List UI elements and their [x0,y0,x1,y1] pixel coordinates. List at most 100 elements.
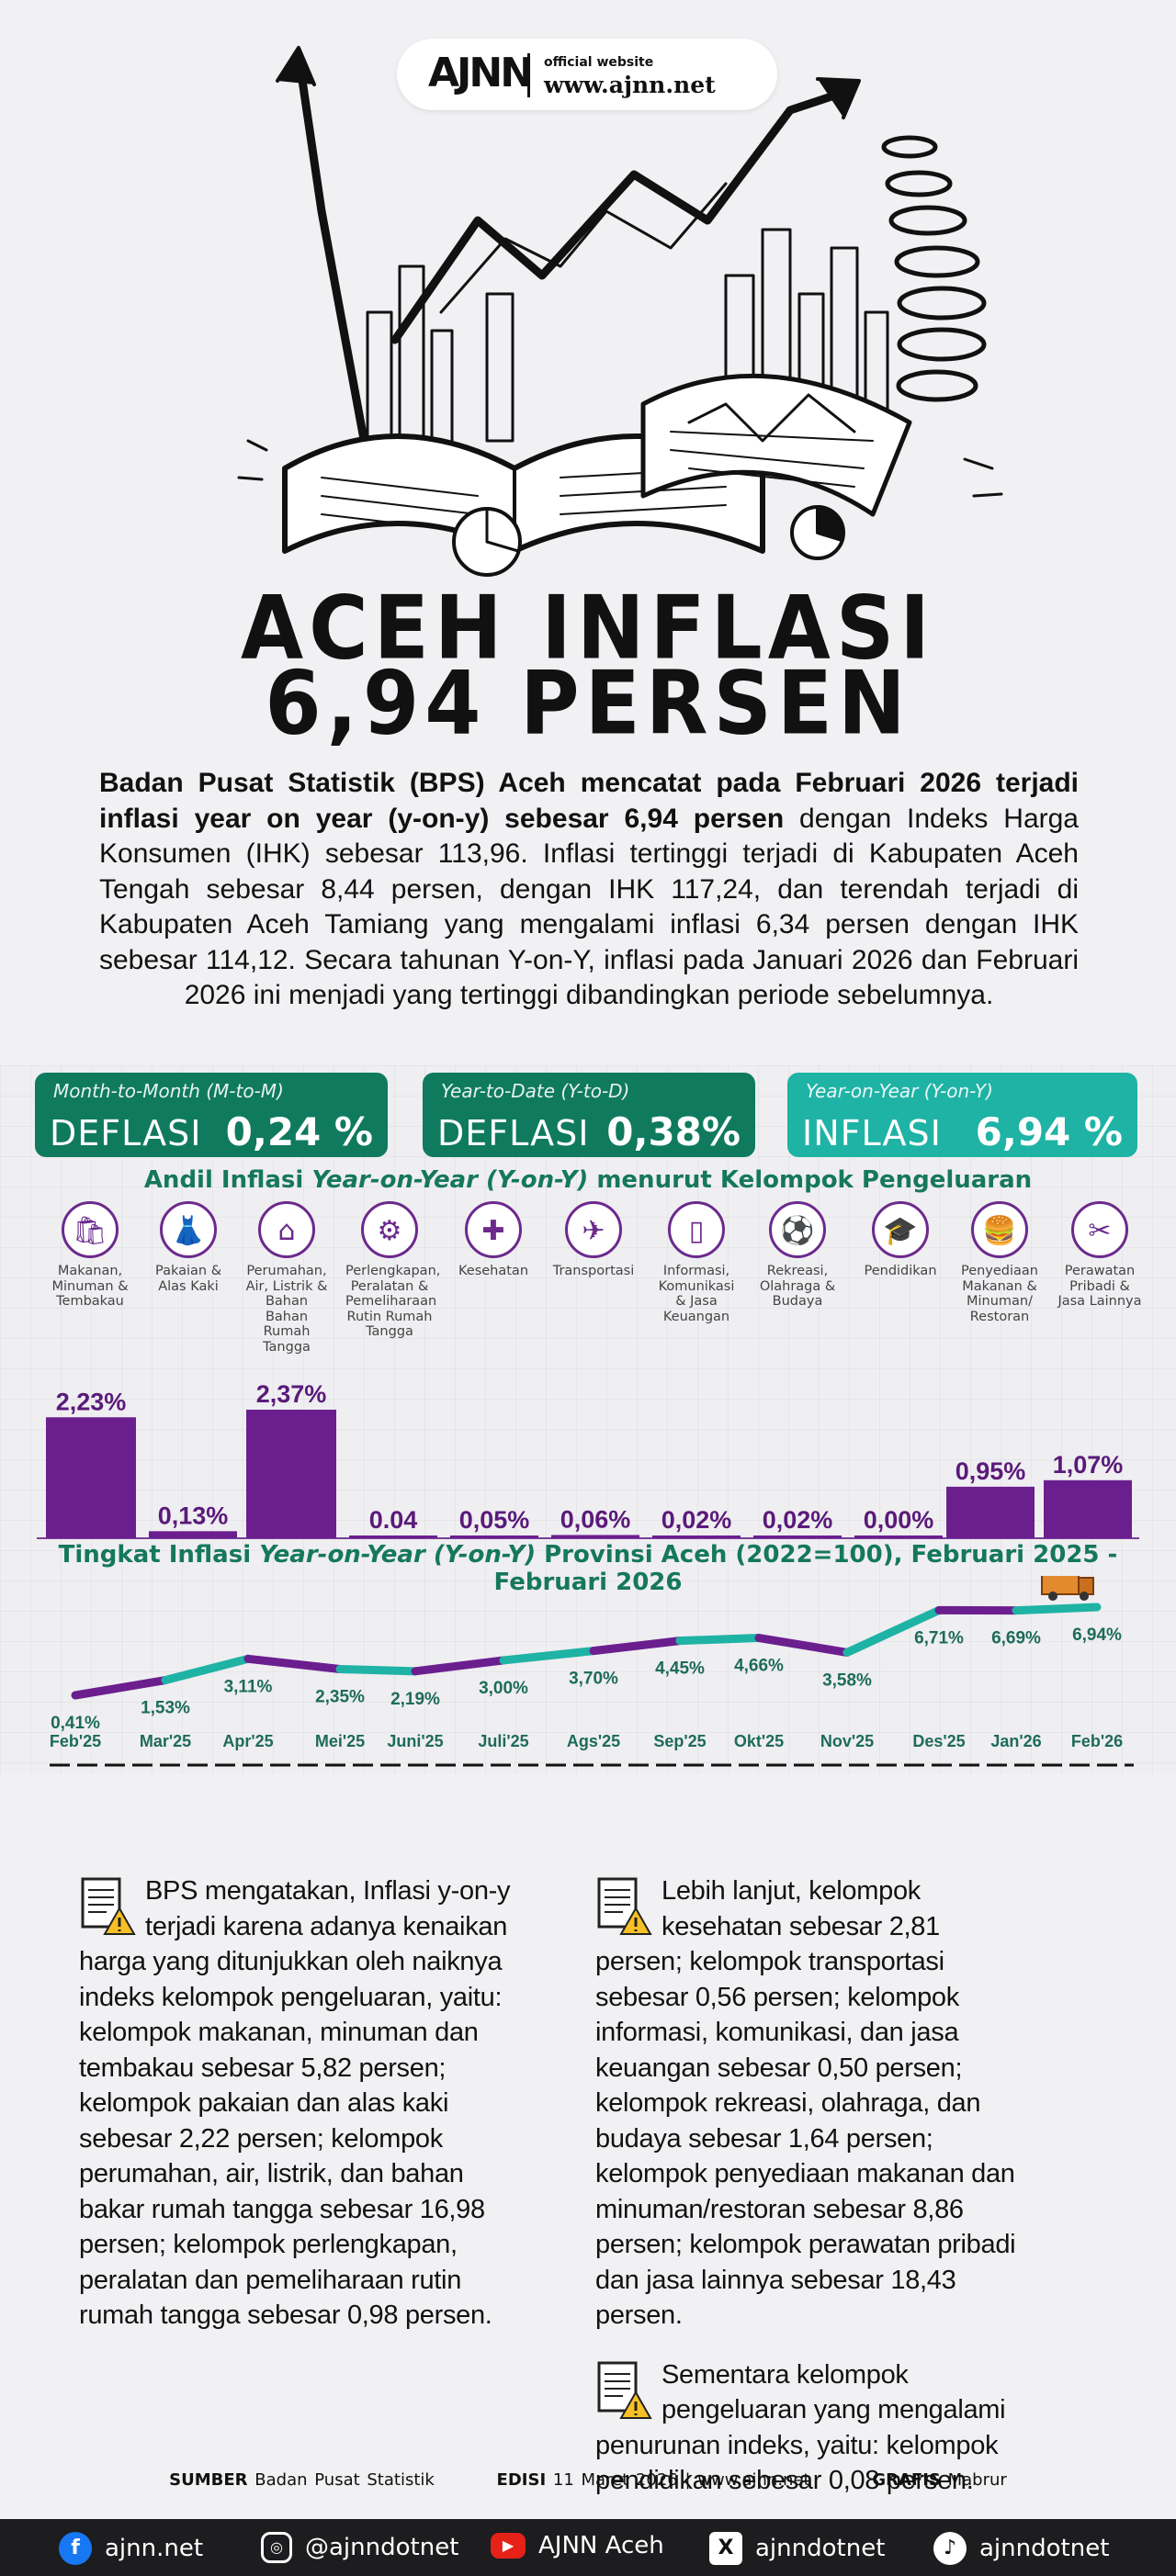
credit-source: SUMBER Badan Pusat Statistik [169,2470,435,2490]
x-tick-label: Sep'25 [653,1732,706,1750]
point-value-label: 3,11% [224,1677,273,1696]
body-column-left: BPS mengatakan, Inflasi y-on-y terjadi k… [79,1873,511,2357]
bar-value-label: 0.04 [369,1506,418,1534]
line-segment-1 [71,1676,170,1700]
point-value-label: 0,41% [51,1714,100,1733]
line-segment-2 [161,1654,253,1685]
category-label: Penyediaan Makanan & Minuman/ Restoran [960,1264,1039,1324]
tiktok-icon: ♪ [933,2532,967,2565]
credits-line: SUMBER Badan Pusat Statistik EDISI 11 Ma… [0,2470,1176,2490]
facebook-icon: f [59,2532,92,2565]
airplane-icon: ✈ [565,1201,622,1258]
line-segment-9 [754,1634,852,1657]
body-column-right: Lebih lanjut, kelompok kesehatan sebesar… [595,1873,1027,2523]
document-warning-icon [597,1877,652,1935]
x-tick-label: Apr'25 [222,1732,273,1750]
x-tick-label: Nov'25 [820,1732,874,1750]
bar-value-label: 0,95% [956,1457,1026,1485]
x-tick-label: Mar'25 [140,1732,191,1750]
kpi-yoy-value: 6,94 % [975,1109,1123,1154]
footer-instagram-link[interactable]: ◎ @ajnndotnet [261,2532,458,2563]
point-value-label: 4,66% [734,1657,784,1676]
fast-food-icon: 🍔 [971,1201,1028,1258]
appliance-icon: ⚙ [361,1201,418,1258]
category-label: Transportasi [552,1264,635,1278]
bar-value-label: 0,02% [763,1506,833,1534]
line-chart-title: Tingkat Inflasi Year-on-Year (Y-on-Y) Pr… [58,1541,1118,1596]
bar-value-label: 2,23% [56,1388,127,1415]
category-label: Kesehatan [458,1264,529,1278]
bar-6 [551,1535,639,1538]
point-value-label: 6,69% [991,1629,1041,1648]
category-9: 🎓 Pendidikan [856,1201,944,1279]
hero-illustration [237,46,1003,577]
graduation-cap-icon: 🎓 [872,1201,929,1258]
line-segment-12 [1012,1603,1102,1615]
kpi-ytd-value: 0,38% [606,1109,741,1154]
bar-value-label: 0,06% [560,1505,631,1533]
kpi-mtm-kind: DEFLASI [50,1113,202,1153]
inflation-line-chart: 0,41%Feb'25 1,53% Mar'25 3,11% Apr'25 2,35% Me… [50,1576,1134,1767]
point-value-label: 3,00% [479,1679,528,1698]
line-segment-6 [499,1647,598,1665]
bar-value-label: 1,07% [1053,1451,1124,1479]
intro-bold-text: Badan Pusat Statistik (BPS) Aceh mencata… [99,768,1079,834]
category-7: ▯ Informasi, Komunikasi & Jasa Keuangan [652,1201,741,1324]
category-label: Pakaian & Alas Kaki [154,1264,222,1294]
category-label: Perlengkapan, Peralatan & Pemeliharaan R… [345,1264,441,1339]
intro-rest-text: dengan Indeks Harga Konsumen (IHK) sebes… [99,803,1079,1011]
line-segment-8 [675,1634,763,1646]
line-segment-10 [842,1605,944,1657]
logo-badge[interactable]: AJNN official website www.ajnn.net [397,39,777,110]
kpi-yoy-kind: INFLASI [802,1113,942,1153]
document-warning-icon [597,2361,652,2419]
house-icon: ⌂ [258,1201,315,1258]
footer-tiktok-link[interactable]: ♪ ajnndotnet [933,2532,1109,2565]
logo-tagline: official website [544,55,654,70]
kpi-mtm-value: 0,24 % [225,1109,373,1154]
point-value-label: 2,19% [390,1690,440,1709]
tools-icon: ✂ [1071,1201,1128,1258]
category-label: Pendidikan [864,1264,937,1278]
x-tick-label: Feb'25 [50,1732,101,1750]
headline-line-2: 6,94 PERSEN [265,651,911,755]
soccer-player-icon: ⚽ [769,1201,826,1258]
logo-website-link[interactable]: www.ajnn.net [544,72,716,98]
credit-edition: EDISI 11 Maret 2026 | www.ajnn.net [496,2470,810,2490]
x-tick-label: Des'25 [912,1732,965,1750]
bar-chart-title: Andil Inflasi Year-on-Year (Y-on-Y) menu… [143,1166,1033,1194]
bar-3 [246,1410,336,1538]
bar-5 [450,1535,538,1538]
category-4: ⚙ Perlengkapan, Peralatan & Pemeliharaan … [345,1201,441,1340]
body-paragraph: BPS mengatakan, Inflasi y-on-y terjadi k… [79,1873,511,2334]
point-value-label: 6,71% [914,1628,964,1648]
bar-value-label: 0,02% [662,1506,732,1534]
line-segment-7 [589,1637,684,1656]
shopping-bag-icon: 🛍 [62,1201,119,1258]
kpi-year-to-date: Year-to-Date (Y-to-D) DEFLASI 0,38% [423,1073,755,1157]
bar-value-label: 0,05% [459,1506,530,1534]
youtube-icon: ▶ [491,2533,526,2559]
point-value-label: 3,70% [569,1670,618,1689]
document-warning-icon [81,1877,136,1935]
bar-10 [946,1486,1035,1538]
data-panel [0,1065,1176,1774]
category-label: Perumahan, Air, Listrik & Bahan Bahan Ru… [245,1264,328,1355]
kpi-year-on-year: Year-on-Year (Y-on-Y) INFLASI 6,94 % [787,1073,1137,1157]
ajnn-logo: AJNN [428,50,534,96]
category-label: Rekreasi, Olahraga & Budaya [759,1264,836,1309]
bar-11 [1044,1479,1132,1538]
phone-icon: ▯ [668,1201,725,1258]
x-tick-label: Feb'26 [1071,1732,1123,1750]
credit-graphic: GRAFIS Mabrur [872,2470,1007,2490]
logo-divider [527,53,530,97]
footer-website-link[interactable]: f ajnn.net [59,2532,203,2565]
kpi-mtm-label: Month-to-Month (M-to-M) [53,1080,284,1102]
footer-youtube-link[interactable]: ▶ AJNN Aceh [491,2532,664,2559]
x-icon: X [709,2532,742,2565]
instagram-icon: ◎ [261,2532,292,2563]
point-value-label: 2,35% [315,1687,365,1706]
line-segment-3 [243,1654,345,1673]
bar-value-label: 0,00% [864,1506,934,1534]
